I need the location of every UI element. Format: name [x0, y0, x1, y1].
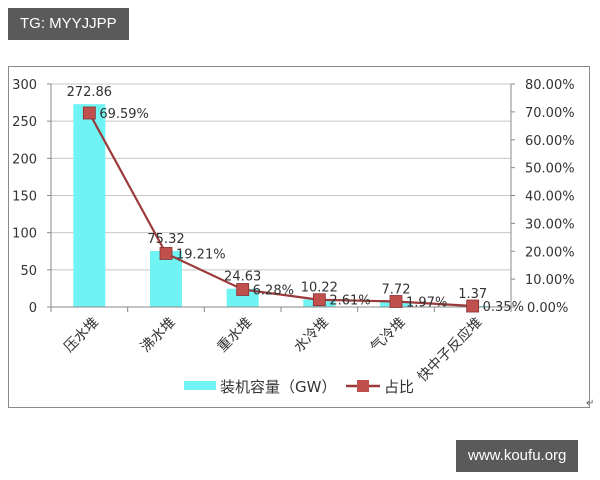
y-left-tick-label: 50 — [20, 264, 37, 279]
bar-value-label: 1.37 — [458, 287, 487, 302]
axes: 0 50 100 150 200 250 300 10.00% 20.00% 30.00% 40.0… — [12, 78, 574, 316]
y-right-tick-label: 0.00% — [527, 301, 568, 316]
bar-value-label: 75.32 — [147, 232, 184, 247]
bar — [150, 251, 182, 307]
legend-bar-label: 装机容量（GW） — [220, 378, 336, 396]
watermark-bottom-right: www.koufu.org — [456, 440, 579, 472]
legend-bar-swatch — [184, 381, 216, 390]
bar-value-label: 272.86 — [67, 85, 113, 100]
legend-line-swatch — [357, 380, 369, 392]
chart-frame — [8, 66, 590, 408]
y-right-tick-label: 30.00% — [525, 217, 575, 232]
line-value-label: 6.28% — [253, 283, 294, 298]
line-marker — [312, 293, 326, 307]
y-right-tick-label: 60.00% — [525, 134, 575, 149]
y-left-tick-label: 200 — [12, 152, 37, 167]
line-marker — [159, 247, 173, 260]
y-left-tick-label: 250 — [12, 115, 37, 130]
x-category-label: 水冷堆 — [291, 315, 332, 356]
bar — [226, 288, 259, 307]
return-mark: ↵ — [586, 398, 595, 409]
line-value-label: 19.21% — [176, 247, 226, 262]
line-series — [82, 106, 480, 313]
bar-value-label: 10.22 — [301, 280, 338, 295]
y-right-tick-label: 40.00% — [525, 190, 575, 205]
line-marker — [389, 295, 403, 308]
line-marker — [82, 106, 96, 120]
watermark-top-left: TG: MYYJJPP — [8, 8, 129, 40]
y-left-tick-label: 100 — [12, 227, 37, 242]
y-right-tick-label: 10.00% — [525, 273, 575, 288]
line-marker — [466, 299, 480, 313]
share-line — [88, 112, 473, 308]
y-right-tick-label: 20.00% — [525, 245, 575, 260]
data-labels: 272.86 75.32 24.63 10.22 7.72 1.37 69.59% 19.21… — [67, 85, 524, 315]
x-axis-labels: 压水堆 沸水堆 重水堆 水冷堆 气冷堆 快中子反应堆 — [61, 314, 485, 385]
legend-line-label: 占比 — [384, 378, 414, 396]
y-right-tick-label: 50.00% — [525, 162, 575, 177]
y-right-tick-label: 80.00% — [525, 78, 575, 93]
gridlines — [51, 83, 511, 271]
y-left-tick-label: 0 — [29, 301, 37, 316]
x-category-label: 压水堆 — [61, 315, 102, 356]
x-category-label: 快中子反应堆 — [414, 314, 485, 385]
bar-series — [73, 104, 489, 307]
x-category-label: 气冷堆 — [368, 315, 409, 356]
line-marker — [236, 283, 250, 296]
line-value-label: 2.61% — [329, 294, 370, 309]
line-value-label: 0.35% — [483, 300, 524, 315]
x-category-label: 重水堆 — [214, 315, 255, 356]
y-right-tick-label: 70.00% — [525, 106, 575, 121]
line-value-label: 69.59% — [99, 107, 149, 122]
y-left-tick-label: 300 — [12, 78, 37, 93]
bar-value-label: 7.72 — [382, 282, 411, 297]
bar — [73, 104, 106, 307]
legend: 装机容量（GW） 占比 — [184, 378, 414, 396]
line-value-label: 1.97% — [406, 296, 447, 311]
bar-value-label: 24.63 — [224, 270, 261, 285]
x-category-label: 沸水堆 — [138, 315, 179, 356]
y-left-tick-label: 150 — [12, 190, 37, 205]
